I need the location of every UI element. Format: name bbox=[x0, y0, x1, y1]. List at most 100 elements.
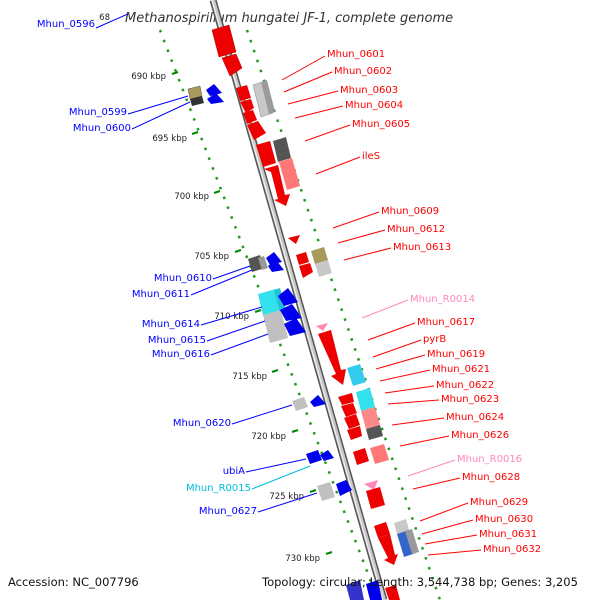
gene-arrow-mhun-0617[interactable] bbox=[318, 330, 346, 385]
gene-label-right[interactable]: Mhun_0631 bbox=[479, 529, 537, 540]
gene-label-right[interactable]: ileS bbox=[362, 151, 380, 162]
scale-tick-mark bbox=[234, 249, 242, 253]
gene-arrow-mhun-0601[interactable] bbox=[236, 85, 254, 113]
gene-arrow-ubiA[interactable] bbox=[306, 450, 334, 464]
label-connector bbox=[231, 404, 293, 425]
label-connector bbox=[367, 322, 416, 341]
gene-label-left[interactable]: Mhun_0614 bbox=[142, 319, 200, 330]
label-connector bbox=[419, 502, 469, 522]
gene-arrow-mhun-0609[interactable] bbox=[288, 235, 300, 244]
gene-arrow-mhun-0615[interactable] bbox=[278, 288, 306, 336]
label-connector bbox=[387, 399, 440, 405]
gene-label-left[interactable]: Mhun_0599 bbox=[69, 107, 127, 118]
gene-label-right[interactable]: Mhun_0623 bbox=[441, 394, 499, 405]
gene-label-left[interactable]: Mhun_0596 bbox=[37, 19, 95, 30]
gene-label-right[interactable]: Mhun_0629 bbox=[470, 497, 528, 508]
label-connector bbox=[304, 124, 351, 142]
label-connector bbox=[251, 465, 311, 490]
label-connector bbox=[427, 549, 482, 556]
gene-label-right[interactable]: Mhun_0630 bbox=[475, 514, 533, 525]
gene-label-right[interactable]: Mhun_0604 bbox=[345, 100, 403, 111]
label-connector bbox=[131, 101, 191, 130]
gene-label-right[interactable]: Mhun_0603 bbox=[340, 85, 398, 96]
gene-label-right[interactable]: Mhun_0605 bbox=[352, 119, 410, 130]
gene-label-left[interactable]: Mhun_R0015 bbox=[186, 483, 251, 494]
gene-label-right[interactable]: Mhun_0613 bbox=[393, 242, 451, 253]
gene-label-right[interactable]: Mhun_0602 bbox=[334, 66, 392, 77]
scale-tick-label: 710 kbp bbox=[214, 312, 249, 322]
gene-arrow-mhun-0605[interactable] bbox=[256, 141, 276, 167]
gene-label-left[interactable]: Mhun_0620 bbox=[173, 418, 231, 429]
gene-box-mhun-0627[interactable] bbox=[317, 482, 335, 501]
gene-box-mhun-0620[interactable] bbox=[292, 397, 308, 411]
gene-label-right[interactable]: Mhun_0621 bbox=[432, 364, 490, 375]
scale-tick-label: 68 bbox=[99, 13, 110, 23]
gene-arrow-mhun-0600[interactable] bbox=[206, 84, 224, 104]
rna-mhun-r0014[interactable] bbox=[316, 323, 328, 331]
label-connector bbox=[287, 90, 339, 105]
gene-arrow-mhun-0627[interactable] bbox=[336, 480, 352, 496]
gene-arrow-mhun-0621[interactable] bbox=[338, 393, 362, 440]
gene-box-mhun-0626[interactable] bbox=[370, 444, 389, 464]
gene-box-pyrB[interactable] bbox=[347, 364, 366, 386]
scale-tick-mark bbox=[325, 551, 333, 555]
gene-arrow-mhun-0626[interactable] bbox=[353, 448, 369, 465]
scale-tick-label: 705 kbp bbox=[194, 252, 229, 262]
gene-label-right[interactable]: Mhun_0601 bbox=[327, 49, 385, 60]
gene-arrow[interactable] bbox=[211, 24, 243, 77]
gene-box-mhun-0613[interactable] bbox=[311, 247, 332, 277]
scale-tick-label: 715 kbp bbox=[232, 372, 267, 382]
gene-label-right[interactable]: Mhun_0622 bbox=[436, 380, 494, 391]
gene-arrow-mhun-0611[interactable] bbox=[266, 252, 284, 272]
gene-label-left[interactable]: Mhun_0615 bbox=[148, 335, 206, 346]
gene-box-mhun-0630[interactable] bbox=[394, 519, 419, 557]
gene-label-right[interactable]: Mhun_0628 bbox=[462, 472, 520, 483]
gene-label-right[interactable]: Mhun_0619 bbox=[427, 349, 485, 360]
gene-label-left[interactable]: Mhun_0616 bbox=[152, 349, 210, 360]
gene-features bbox=[187, 24, 419, 600]
gene-label-right[interactable]: Mhun_0617 bbox=[417, 317, 475, 328]
gene-box-mhun-0623[interactable] bbox=[356, 388, 383, 440]
gene-arrow-mhun-0628[interactable] bbox=[366, 487, 385, 509]
gene-arrow-ileS[interactable] bbox=[264, 165, 290, 206]
label-connector bbox=[294, 105, 344, 119]
gene-label-left[interactable]: Mhun_0610 bbox=[154, 273, 212, 284]
gene-arrow-mhun-0612[interactable] bbox=[296, 252, 313, 278]
gene-label-right[interactable]: Mhun_0626 bbox=[451, 430, 509, 441]
gene-arrow-mhun-0620[interactable] bbox=[310, 395, 326, 407]
gene-label-left[interactable]: Mhun_0600 bbox=[73, 123, 131, 134]
scale-tick-mark bbox=[213, 190, 221, 194]
gene-label-right[interactable]: Mhun_0609 bbox=[381, 206, 439, 217]
label-connector bbox=[384, 385, 435, 394]
gene-arrow-mhun-0629[interactable] bbox=[374, 522, 398, 565]
gene-box-mhun-0599[interactable] bbox=[187, 85, 204, 106]
gene-label-right[interactable]: Mhun_R0014 bbox=[410, 294, 475, 305]
label-connector bbox=[424, 534, 478, 545]
gene-box-mhun-0614[interactable] bbox=[258, 288, 288, 343]
gene-box-mhun-0602[interactable] bbox=[252, 80, 275, 118]
scale-tick-mark bbox=[191, 131, 199, 135]
gene-label-left[interactable]: Mhun_0627 bbox=[199, 506, 257, 517]
gene-arrow-mhun-0603[interactable] bbox=[243, 110, 266, 140]
label-connector bbox=[281, 55, 326, 81]
gene-label-right[interactable]: pyrB bbox=[423, 334, 446, 345]
gene-label-right[interactable]: Mhun_0624 bbox=[446, 412, 504, 423]
label-connector bbox=[190, 269, 253, 296]
scale-tick-label: 700 kbp bbox=[174, 192, 209, 202]
gene-label-left[interactable]: ubiA bbox=[223, 466, 245, 477]
label-connector bbox=[407, 459, 456, 477]
label-connector bbox=[399, 435, 450, 447]
gene-label-right[interactable]: Mhun_0632 bbox=[483, 544, 541, 555]
gene-label-left[interactable]: Mhun_0611 bbox=[132, 289, 190, 300]
scale-tick-mark bbox=[171, 71, 179, 75]
gene-label-right[interactable]: Mhun_R0016 bbox=[457, 454, 522, 465]
label-connector bbox=[210, 333, 269, 356]
gene-box-mhun-0610[interactable] bbox=[248, 255, 268, 272]
label-connector bbox=[245, 458, 307, 473]
scale-tick-label: 695 kbp bbox=[152, 134, 187, 144]
rna-mhun-r0016[interactable] bbox=[364, 480, 378, 490]
gene-label-right[interactable]: Mhun_0612 bbox=[387, 224, 445, 235]
scale-tick-label: 725 kbp bbox=[269, 492, 304, 502]
gene-box-ileS[interactable] bbox=[273, 137, 300, 190]
scale-tick-mark bbox=[309, 489, 317, 493]
